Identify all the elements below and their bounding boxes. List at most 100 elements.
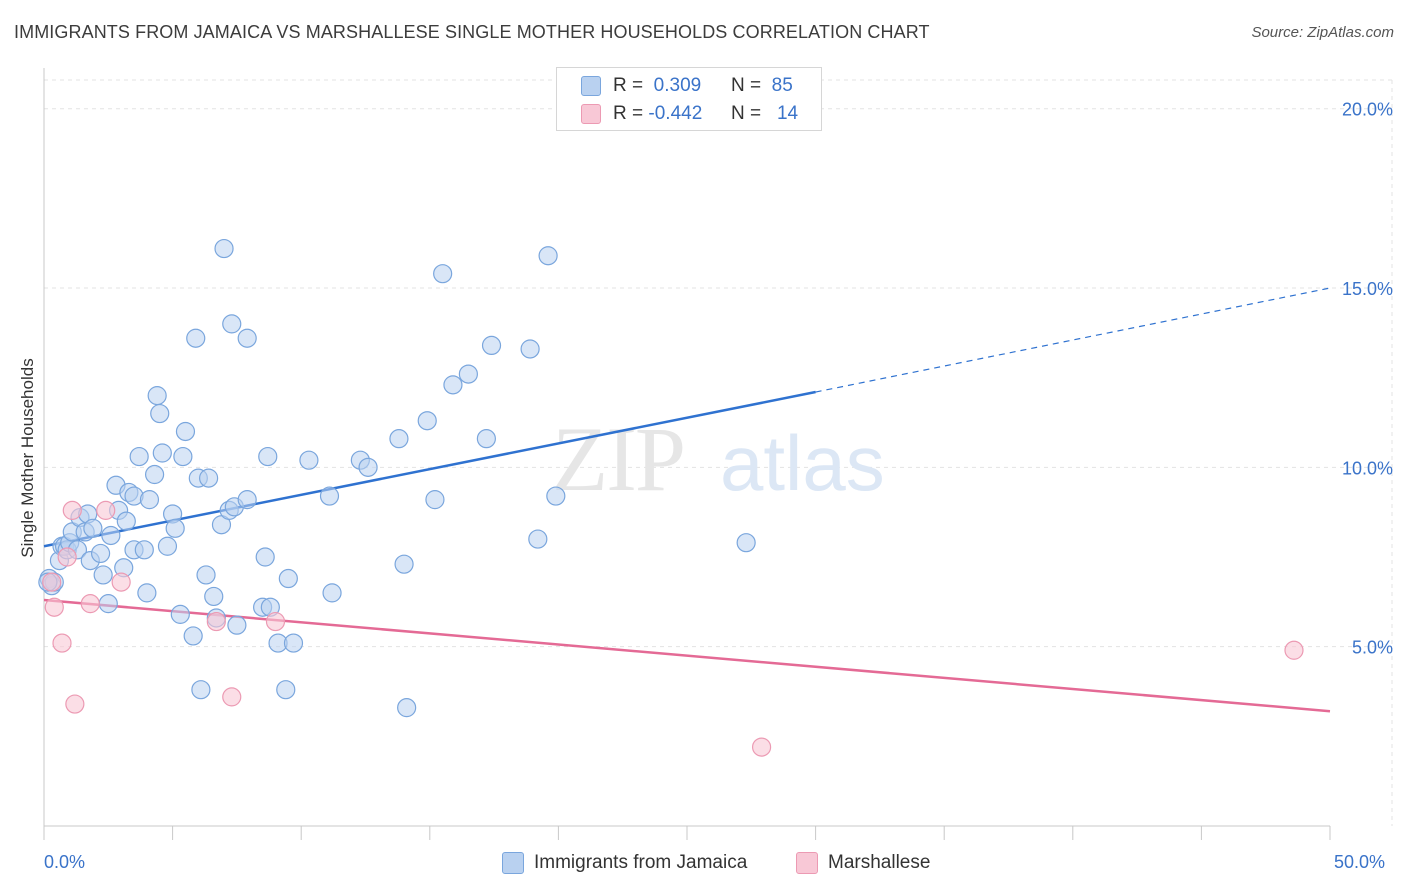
- n-label: N =: [731, 75, 762, 96]
- data-point-marshallese: [111, 572, 131, 592]
- data-point-jamaica: [98, 594, 118, 614]
- watermark: ZIP atlas: [552, 408, 885, 510]
- data-point-jamaica: [481, 335, 502, 356]
- data-point-jamaica: [258, 446, 278, 467]
- data-point-jamaica: [196, 565, 216, 585]
- data-point-jamaica: [116, 511, 136, 531]
- data-point-jamaica: [157, 536, 178, 556]
- data-point-jamaica: [358, 457, 378, 477]
- data-point-jamaica: [199, 468, 219, 488]
- data-point-jamaica: [170, 604, 190, 624]
- data-point-jamaica: [147, 386, 167, 406]
- data-point-jamaica: [458, 364, 478, 384]
- data-point-jamaica: [397, 698, 417, 718]
- stats-row-jamaica: R = 0.309 N = 85: [581, 73, 793, 99]
- r-value-jamaica: 0.309: [653, 75, 702, 96]
- y-tick-label: 10.0%: [1342, 458, 1393, 478]
- data-point-jamaica: [204, 586, 224, 607]
- x-tick-label-max: 50.0%: [1334, 852, 1386, 872]
- n-label: N =: [731, 103, 762, 124]
- r-label: R =: [613, 103, 644, 124]
- data-point-jamaica: [319, 486, 340, 506]
- data-point-jamaica: [538, 246, 558, 266]
- r-value-marshallese: -0.442: [648, 103, 703, 124]
- chart-title: IMMIGRANTS FROM JAMAICA VS MARSHALLESE S…: [14, 22, 930, 42]
- data-point-jamaica: [129, 446, 149, 467]
- data-point-jamaica: [520, 339, 540, 359]
- n-value-jamaica: 85: [771, 75, 793, 96]
- data-point-marshallese: [62, 500, 82, 520]
- data-point-jamaica: [139, 490, 160, 510]
- legend-swatch-pink: [796, 852, 818, 874]
- data-point-marshallese: [751, 737, 772, 757]
- data-point-jamaica: [165, 518, 185, 538]
- data-point-jamaica: [214, 238, 234, 259]
- y-tick-label: 20.0%: [1342, 100, 1393, 120]
- data-point-jamaica: [101, 525, 121, 546]
- legend-item-marshallese: Marshallese: [796, 852, 930, 874]
- data-point-marshallese: [1284, 640, 1304, 660]
- data-point-jamaica: [278, 568, 298, 589]
- data-point-jamaica: [425, 490, 445, 510]
- x-tick-label-min: 0.0%: [44, 852, 86, 872]
- data-point-jamaica: [152, 443, 172, 463]
- data-point-jamaica: [389, 429, 409, 449]
- data-point-jamaica: [93, 565, 113, 585]
- data-point-jamaica: [255, 547, 275, 567]
- data-point-jamaica: [237, 328, 257, 348]
- legend-swatch-pink: [581, 104, 601, 124]
- watermark-zip: ZIP: [552, 408, 684, 510]
- data-point-marshallese: [80, 594, 100, 614]
- data-point-jamaica: [227, 615, 247, 635]
- data-point-marshallese: [52, 633, 72, 653]
- stats-row-marshallese: R = -0.442 N = 14: [581, 101, 798, 127]
- data-point-jamaica: [137, 583, 157, 603]
- data-point-jamaica: [83, 518, 103, 538]
- legend-swatch-blue: [581, 76, 601, 96]
- data-point-marshallese: [265, 611, 286, 632]
- gridlines: [44, 79, 1393, 826]
- r-label: R =: [613, 75, 644, 96]
- data-point-jamaica: [299, 450, 319, 470]
- data-point-jamaica: [237, 490, 257, 510]
- data-point-marshallese: [222, 687, 242, 707]
- data-point-jamaica: [276, 680, 296, 700]
- n-value-marshallese: 14: [776, 103, 799, 124]
- data-point-jamaica: [433, 264, 453, 284]
- data-point-jamaica: [183, 626, 203, 646]
- legend-item-jamaica: Immigrants from Jamaica: [502, 852, 747, 874]
- data-point-jamaica: [736, 533, 756, 553]
- data-point-jamaica: [173, 446, 193, 467]
- data-point-jamaica: [144, 464, 165, 485]
- data-point-jamaica: [191, 680, 211, 700]
- y-tick-label: 15.0%: [1342, 279, 1393, 299]
- data-point-jamaica: [150, 403, 170, 424]
- data-point-marshallese: [57, 547, 77, 567]
- series-marshallese-points: [42, 500, 1304, 757]
- data-point-jamaica: [443, 375, 463, 395]
- legend-label-jamaica: Immigrants from Jamaica: [534, 852, 748, 873]
- data-point-marshallese: [44, 597, 64, 617]
- data-point-jamaica: [134, 540, 154, 560]
- axes: [43, 68, 1331, 840]
- source-note: Source: ZipAtlas.com: [1251, 24, 1394, 41]
- data-point-jamaica: [186, 328, 206, 348]
- data-point-jamaica: [417, 411, 437, 431]
- data-point-jamaica: [394, 554, 414, 574]
- y-tick-labels: 5.0% 10.0% 15.0% 20.0%: [1342, 100, 1393, 658]
- legend-label-marshallese: Marshallese: [828, 852, 931, 873]
- y-tick-label: 5.0%: [1352, 638, 1393, 658]
- data-point-jamaica: [322, 583, 342, 603]
- data-point-marshallese: [65, 694, 85, 714]
- data-point-marshallese: [42, 572, 62, 592]
- data-point-jamaica: [90, 543, 111, 564]
- watermark-atlas: atlas: [720, 419, 885, 507]
- data-point-jamaica: [175, 421, 196, 442]
- trend-line-jamaica-extension: [815, 287, 1331, 393]
- data-point-marshallese: [206, 611, 226, 632]
- data-point-marshallese: [96, 500, 116, 520]
- trend-line-marshallese: [43, 598, 1331, 713]
- data-point-jamaica: [283, 633, 304, 653]
- data-point-jamaica: [476, 429, 496, 449]
